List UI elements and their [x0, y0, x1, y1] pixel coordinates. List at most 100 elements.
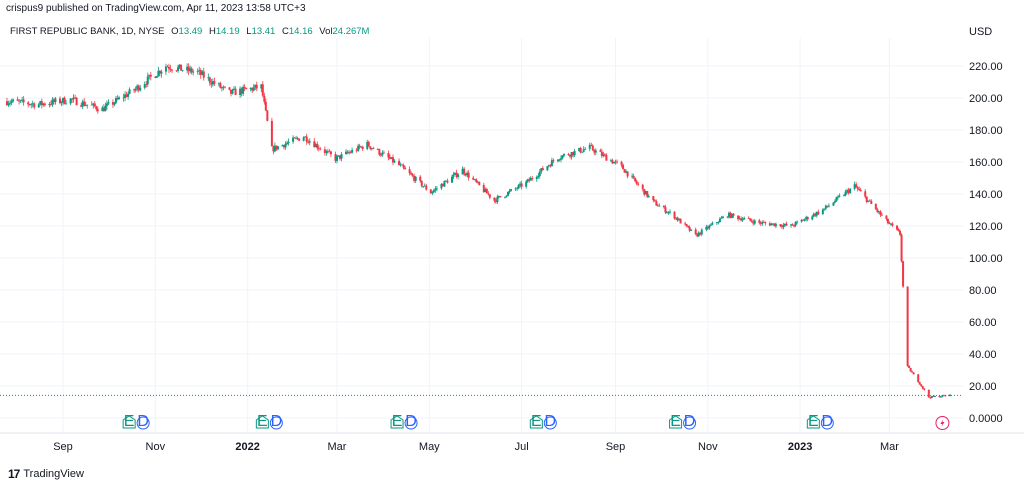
candle-body — [71, 98, 74, 100]
candle-body — [401, 164, 404, 166]
candle-body — [634, 177, 637, 182]
candle-body — [339, 155, 342, 159]
candle-body — [160, 71, 163, 74]
candle-body — [208, 77, 211, 83]
candle-body — [196, 71, 199, 72]
candle-body — [824, 205, 827, 209]
time-tick-label: May — [419, 441, 440, 453]
candle-body — [398, 160, 401, 165]
candle-body — [187, 66, 190, 72]
candle-body — [858, 188, 861, 191]
candle-body — [440, 184, 443, 189]
candle-body — [378, 149, 381, 155]
candle-body — [711, 222, 714, 225]
candle-body — [451, 176, 454, 183]
candle-body — [273, 145, 276, 152]
candle-body — [939, 396, 942, 398]
candle-body — [326, 151, 329, 153]
tradingview-logo-icon: 17 — [8, 467, 20, 481]
candle-body — [281, 145, 284, 147]
candle-body — [381, 152, 384, 156]
price-tick-label: 100.00 — [969, 253, 1003, 265]
candle-body — [622, 164, 625, 170]
candle-body — [58, 98, 61, 104]
candle-body — [912, 372, 915, 375]
candle-body — [243, 86, 246, 88]
open-label: O — [171, 26, 179, 37]
flash-icon[interactable] — [935, 416, 950, 430]
currency-label[interactable]: USD — [969, 26, 993, 38]
candle-body — [927, 389, 930, 398]
tradingview-footer[interactable]: 17 TradingView — [8, 467, 84, 481]
candle-body — [376, 148, 379, 150]
candle-body — [125, 94, 128, 97]
candle-body — [519, 183, 522, 186]
dividend-icon[interactable]: D — [269, 413, 283, 430]
price-axis[interactable]: 0.0000 20.00 40.00 60.00 80.00 100.00 120.00 14… — [969, 61, 1003, 425]
candle-body — [573, 151, 576, 156]
candle-body — [181, 70, 184, 71]
candle-body — [826, 205, 829, 207]
candle-body — [463, 168, 466, 174]
price-tick-label: 20.00 — [969, 381, 997, 393]
svg-text:D: D — [271, 413, 283, 430]
candle-body — [609, 160, 612, 162]
candle-body — [728, 212, 731, 218]
dividend-icon[interactable]: D — [404, 413, 418, 430]
time-axis[interactable]: Sep Nov 2022 Mar May Jul Sep Nov 2023 Mar — [53, 441, 899, 453]
candle-body — [422, 186, 425, 188]
candle-body — [33, 103, 36, 108]
candle-body — [198, 70, 201, 72]
candle-body — [836, 196, 839, 198]
candle-body — [446, 180, 449, 183]
svg-text:E: E — [392, 413, 403, 430]
candle-body — [525, 181, 528, 187]
candle-body — [487, 193, 490, 195]
candle-body — [805, 216, 808, 220]
earnings-icon[interactable]: E — [122, 413, 136, 430]
candle-body — [473, 179, 476, 181]
candle-body — [219, 83, 222, 88]
candle-body — [337, 155, 340, 157]
close-label: C — [281, 26, 289, 37]
candle-body — [302, 137, 305, 141]
candle-body — [90, 104, 93, 106]
candle-body — [750, 220, 753, 222]
earnings-icon[interactable]: E — [806, 413, 820, 430]
candle-body — [594, 150, 597, 153]
candle-body — [538, 171, 541, 176]
candle-body — [567, 154, 570, 156]
candle-body — [494, 200, 497, 203]
candle-body — [537, 175, 540, 177]
candle-body — [255, 84, 258, 89]
dividend-icon[interactable]: D — [543, 413, 557, 430]
earnings-icon[interactable]: E — [669, 413, 683, 430]
candle-body — [136, 85, 139, 89]
candle-body — [550, 160, 553, 167]
high-value: 14.19 — [215, 26, 240, 37]
candle-body — [27, 102, 30, 105]
open-value: 13.49 — [178, 26, 203, 37]
candle-body — [731, 213, 734, 218]
candle-body — [340, 154, 343, 159]
earnings-icon[interactable]: E — [255, 413, 269, 430]
dividend-icon[interactable]: D — [683, 413, 697, 430]
symbol-name[interactable]: FIRST REPUBLIC BANK, 1D, NYSE — [10, 26, 165, 37]
earnings-icon[interactable]: E — [529, 413, 543, 430]
candle-body — [496, 196, 499, 203]
svg-text:D: D — [684, 413, 696, 430]
candle-body — [656, 205, 659, 207]
dividend-icon[interactable]: D — [136, 413, 150, 430]
svg-text:E: E — [531, 413, 542, 430]
candle-body — [900, 234, 903, 262]
dividend-icon[interactable]: D — [820, 413, 834, 430]
earnings-icon[interactable]: E — [390, 413, 404, 430]
candle-body — [431, 192, 434, 194]
candle-body — [139, 87, 142, 91]
candle-body — [80, 105, 83, 107]
candle-body — [517, 185, 520, 189]
candle-body — [637, 183, 640, 185]
candle-body — [709, 224, 712, 226]
